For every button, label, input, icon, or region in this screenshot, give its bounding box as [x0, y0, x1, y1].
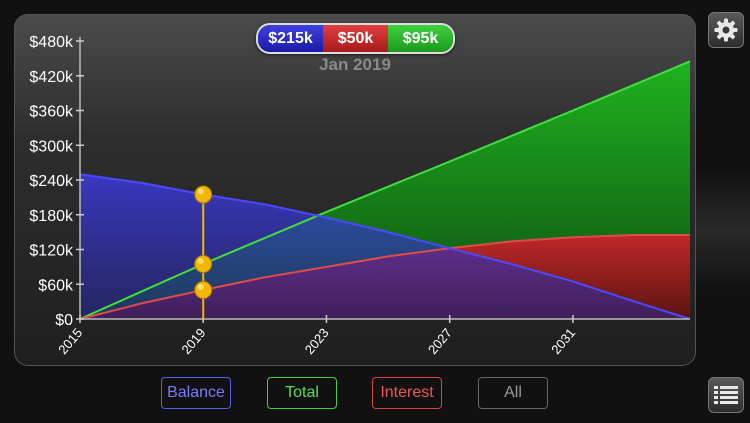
selected-date: Jan 2019 — [319, 55, 391, 74]
balance-area — [80, 174, 690, 319]
selection-marker-highlight — [197, 257, 204, 264]
y-tick-label: $180k — [29, 208, 74, 225]
summary-pill: $215k $50k $95k — [256, 23, 455, 54]
selection-marker-highlight — [197, 188, 204, 195]
balance-filter-button[interactable]: Balance — [161, 377, 231, 409]
y-tick-label: $420k — [29, 69, 74, 86]
selection-marker — [194, 281, 213, 300]
gear-icon — [714, 18, 738, 42]
x-tick-label: 2019 — [178, 325, 208, 357]
chart-panel: $0 $60k $120k $180k $240k $300k $360k $420k $480… — [14, 14, 696, 366]
selection-marker — [194, 254, 213, 273]
settings-button[interactable] — [708, 12, 744, 48]
selection-marker — [194, 185, 213, 204]
interest-filter-button[interactable]: Interest — [372, 377, 442, 409]
balance-value: $215k — [258, 25, 323, 52]
y-tick-label: $480k — [29, 34, 74, 51]
y-tick-label: $60k — [38, 277, 74, 294]
interest-value: $50k — [323, 25, 388, 52]
list-icon — [714, 386, 738, 404]
y-tick-label: $240k — [29, 173, 74, 190]
balance-line — [79, 173, 691, 320]
total-value: $95k — [388, 25, 453, 52]
background-band — [690, 170, 750, 290]
total-line — [79, 60, 691, 320]
x-tick-label: 2031 — [548, 325, 578, 357]
total-filter-button[interactable]: Total — [267, 377, 337, 409]
y-tick-label: $120k — [29, 243, 74, 260]
x-tick-label: 2015 — [55, 325, 85, 357]
all-filter-button[interactable]: All — [478, 377, 548, 409]
list-button[interactable] — [708, 377, 744, 413]
x-tick-label: 2027 — [425, 325, 455, 357]
interest-line — [79, 234, 690, 320]
y-tick-label: $0 — [55, 312, 73, 329]
selection-marker-highlight — [197, 284, 204, 291]
x-tick-label: 2023 — [302, 325, 332, 357]
y-tick-label: $360k — [29, 104, 74, 121]
loan-chart[interactable]: $0 $60k $120k $180k $240k $300k $360k $420k $480… — [14, 14, 696, 366]
y-tick-label: $300k — [29, 138, 74, 155]
